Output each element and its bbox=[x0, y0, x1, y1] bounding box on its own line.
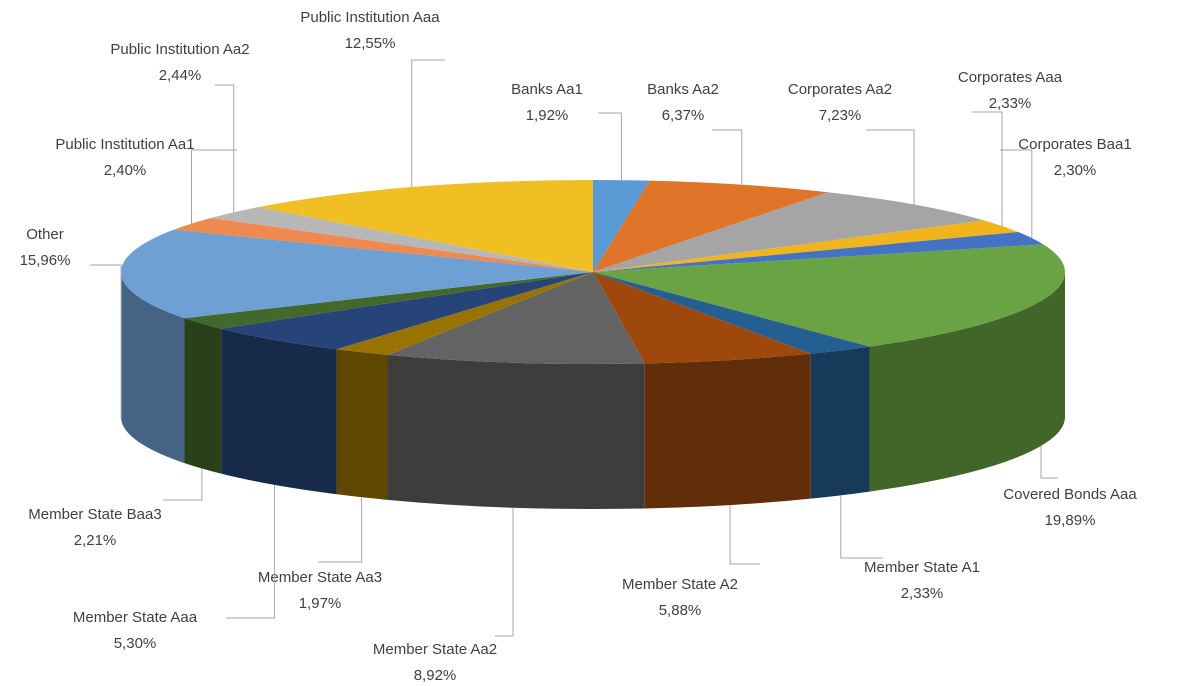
data-label-value: 19,89% bbox=[1045, 512, 1096, 529]
data-label-value: 1,97% bbox=[299, 595, 342, 612]
leader-line bbox=[712, 129, 743, 185]
slice bbox=[211, 207, 594, 272]
slice-side bbox=[644, 353, 811, 509]
leader-line bbox=[1040, 445, 1058, 479]
slice bbox=[258, 180, 593, 272]
data-label-value: 2,33% bbox=[901, 585, 944, 602]
slice bbox=[593, 220, 1019, 272]
data-label-name: Member State Aaa bbox=[73, 609, 198, 626]
slice bbox=[593, 232, 1044, 272]
data-label-value: 6,37% bbox=[662, 107, 705, 124]
leader-line bbox=[318, 497, 363, 563]
leader-line bbox=[598, 112, 622, 181]
slice bbox=[593, 192, 984, 272]
data-label-value: 1,92% bbox=[526, 107, 569, 124]
data-label-name: Public Institution Aa2 bbox=[110, 41, 249, 58]
leader-line bbox=[840, 495, 883, 559]
data-label-value: 5,30% bbox=[114, 635, 157, 652]
slice-side bbox=[336, 349, 388, 500]
data-label-value: 2,30% bbox=[1054, 162, 1097, 179]
leader-line bbox=[866, 129, 915, 205]
data-label-value: 8,92% bbox=[414, 667, 457, 684]
leader-line bbox=[163, 468, 203, 501]
data-label-name: Other bbox=[26, 226, 64, 243]
data-label-name: Member State A1 bbox=[864, 559, 980, 576]
data-label-name: Public Institution Aa1 bbox=[55, 136, 194, 153]
slice-side bbox=[121, 272, 185, 464]
data-label-value: 7,23% bbox=[819, 107, 862, 124]
leader-line bbox=[972, 111, 1003, 227]
leader-line bbox=[729, 505, 760, 565]
slice-side bbox=[221, 328, 337, 495]
leader-line bbox=[1000, 149, 1033, 239]
data-label-value: 2,33% bbox=[989, 95, 1032, 112]
data-label-name: Member State Aa2 bbox=[373, 641, 497, 658]
data-label-value: 5,88% bbox=[659, 602, 702, 619]
leader-line bbox=[190, 149, 237, 224]
slice-side bbox=[184, 318, 222, 474]
slice bbox=[173, 217, 593, 272]
data-label-value: 2,21% bbox=[74, 532, 117, 549]
leader-line bbox=[215, 84, 235, 213]
data-label-name: Member State A2 bbox=[622, 576, 738, 593]
slice bbox=[593, 272, 870, 354]
slice bbox=[593, 244, 1065, 347]
data-label-name: Banks Aa2 bbox=[647, 81, 719, 98]
slice bbox=[593, 272, 811, 364]
leader-line bbox=[226, 484, 275, 619]
data-label-value: 2,44% bbox=[159, 67, 202, 84]
data-label-name: Public Institution Aaa bbox=[300, 9, 440, 26]
data-label-name: Member State Aa3 bbox=[258, 569, 382, 586]
data-label-name: Corporates Aa2 bbox=[788, 81, 892, 98]
data-label-name: Covered Bonds Aaa bbox=[1003, 486, 1137, 503]
slice bbox=[184, 272, 593, 329]
data-label-value: 15,96% bbox=[20, 252, 71, 269]
slice bbox=[387, 272, 645, 364]
data-label-name: Corporates Baa1 bbox=[1018, 136, 1131, 153]
data-label-name: Member State Baa3 bbox=[28, 506, 161, 523]
leader-line bbox=[495, 507, 514, 637]
slice bbox=[221, 272, 594, 350]
slice bbox=[121, 229, 593, 319]
data-label-name: Corporates Aaa bbox=[958, 69, 1063, 86]
slice bbox=[593, 180, 828, 272]
slice-side bbox=[810, 346, 870, 499]
leader-line bbox=[90, 264, 122, 420]
slice bbox=[593, 180, 650, 272]
slice-side bbox=[387, 354, 645, 509]
data-label-value: 12,55% bbox=[345, 35, 396, 52]
data-label-name: Banks Aa1 bbox=[511, 81, 583, 98]
leader-line bbox=[411, 59, 445, 188]
data-label-value: 2,40% bbox=[104, 162, 147, 179]
slice-side bbox=[869, 272, 1065, 492]
slice bbox=[336, 272, 593, 355]
